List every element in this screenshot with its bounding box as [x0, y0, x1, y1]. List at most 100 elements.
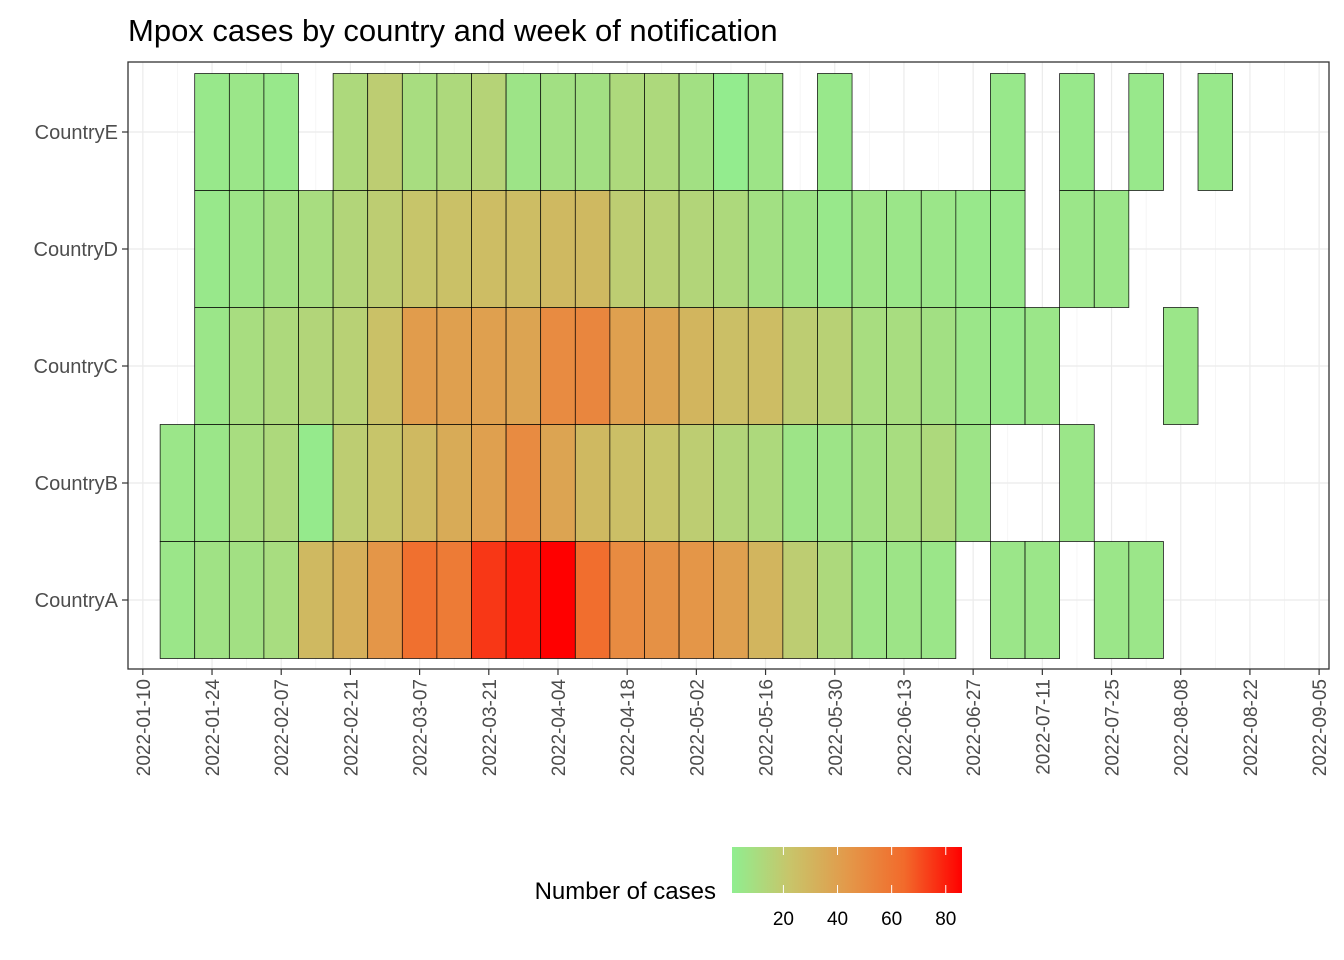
tile-countryd-2022-05-30 [817, 190, 853, 308]
tile-countrya-2022-06-20 [920, 541, 957, 659]
tile-countryb-2022-01-31 [228, 424, 265, 542]
tile-countryb-2022-02-28 [367, 424, 403, 542]
x-tick-label: 2022-05-02 [687, 679, 708, 776]
tile-countryd-2022-03-14 [436, 190, 472, 308]
tile-countrye-2022-08-01 [1128, 73, 1164, 191]
x-tick-label: 2022-03-07 [411, 679, 432, 776]
tile-countryc-2022-05-16 [747, 307, 784, 425]
tile-countryb-2022-06-06 [851, 424, 888, 542]
x-tick-label: 2022-06-13 [895, 679, 916, 776]
legend-title: Number of cases [535, 878, 716, 905]
x-tick-label: 2022-04-04 [549, 679, 570, 777]
tile-countryd-2022-04-25 [644, 190, 680, 308]
tile-countryc-2022-03-14 [436, 307, 472, 425]
tiles [159, 73, 1233, 659]
tile-countryc-2022-01-24 [194, 307, 230, 425]
tile-countryc-2022-01-31 [228, 307, 265, 425]
tile-countryd-2022-07-18 [1059, 190, 1095, 308]
tile-countryc-2022-07-04 [990, 307, 1026, 425]
tile-countrya-2022-01-17 [159, 541, 196, 659]
tile-countryc-2022-08-08 [1163, 307, 1199, 425]
tile-countryd-2022-04-11 [574, 190, 611, 308]
tile-countrya-2022-02-14 [298, 541, 334, 659]
x-tick-label: 2022-01-10 [134, 679, 155, 776]
tile-countrye-2022-07-18 [1059, 73, 1095, 191]
tile-countrya-2022-03-07 [401, 541, 438, 659]
tile-countrya-2022-06-13 [886, 541, 922, 659]
tile-countrya-2022-04-11 [574, 541, 611, 659]
tile-countryc-2022-04-11 [574, 307, 611, 425]
tile-countrya-2022-07-04 [990, 541, 1026, 659]
x-tick-label: 2022-04-18 [618, 679, 639, 776]
tile-countrya-2022-05-02 [678, 541, 715, 659]
color-legend: Number of cases 20 40 60 80 [535, 847, 962, 930]
tile-countrye-2022-02-21 [332, 73, 369, 191]
tile-countryc-2022-03-21 [471, 307, 507, 425]
colorbar-label: 20 [773, 909, 794, 930]
tile-countryc-2022-02-28 [367, 307, 403, 425]
tile-countryb-2022-06-13 [886, 424, 922, 542]
tile-countryc-2022-03-28 [505, 307, 542, 425]
x-tick-label: 2022-05-16 [757, 679, 778, 776]
x-tick-label: 2022-03-21 [480, 679, 501, 776]
y-tick-label: CountryD [34, 239, 118, 261]
tile-countryd-2022-01-31 [228, 190, 265, 308]
tile-countrye-2022-02-07 [263, 73, 299, 191]
tile-countrye-2022-01-31 [228, 73, 265, 191]
tile-countryc-2022-05-23 [782, 307, 818, 425]
tile-countryb-2022-03-07 [401, 424, 438, 542]
tile-countrya-2022-02-28 [367, 541, 403, 659]
y-tick-label: CountryE [35, 122, 118, 144]
tile-countryc-2022-07-11 [1024, 307, 1060, 425]
y-tick-label: CountryA [35, 590, 119, 612]
tile-countryc-2022-03-07 [401, 307, 438, 425]
x-tick-label: 2022-01-24 [203, 679, 224, 777]
tile-countrye-2022-02-28 [367, 73, 403, 191]
tile-countrya-2022-05-09 [713, 541, 749, 659]
tile-countryb-2022-04-25 [644, 424, 680, 542]
tile-countrya-2022-06-06 [851, 541, 888, 659]
tile-countrya-2022-04-04 [540, 541, 576, 659]
tile-countryd-2022-07-04 [990, 190, 1026, 308]
tile-countryb-2022-04-11 [574, 424, 611, 542]
tile-countryb-2022-02-07 [263, 424, 299, 542]
x-tick-label: 2022-07-11 [1033, 679, 1054, 775]
tile-countryb-2022-01-24 [194, 424, 230, 542]
y-tick-label: CountryB [35, 473, 118, 495]
tile-countrye-2022-05-16 [747, 73, 784, 191]
x-tick-label: 2022-02-07 [272, 679, 293, 776]
tile-countryc-2022-06-20 [920, 307, 957, 425]
tile-countryb-2022-06-27 [955, 424, 991, 542]
tile-countryd-2022-03-21 [471, 190, 507, 308]
tile-countryd-2022-02-14 [298, 190, 334, 308]
y-axis: CountryA CountryB CountryC CountryD CountryE [34, 122, 128, 612]
tile-countryc-2022-06-13 [886, 307, 922, 425]
tile-countryd-2022-04-18 [609, 190, 645, 308]
tile-countryd-2022-02-07 [263, 190, 299, 308]
tile-countrya-2022-04-18 [609, 541, 645, 659]
tile-countrye-2022-04-18 [609, 73, 645, 191]
tile-countrya-2022-05-16 [747, 541, 784, 659]
tile-countryd-2022-01-24 [194, 190, 230, 308]
tile-countryb-2022-04-18 [609, 424, 645, 542]
tile-countryb-2022-03-21 [471, 424, 507, 542]
tile-countrya-2022-04-25 [644, 541, 680, 659]
tile-countrye-2022-08-15 [1197, 73, 1233, 191]
tile-countryd-2022-04-04 [540, 190, 576, 308]
tile-countrye-2022-05-02 [678, 73, 715, 191]
x-tick-label: 2022-08-22 [1241, 679, 1262, 776]
tile-countrye-2022-03-07 [401, 73, 438, 191]
tile-countryc-2022-05-30 [817, 307, 853, 425]
tile-countrya-2022-03-28 [505, 541, 542, 659]
tile-countrya-2022-01-24 [194, 541, 230, 659]
tile-countryb-2022-06-20 [920, 424, 957, 542]
tile-countryb-2022-05-23 [782, 424, 818, 542]
x-tick-label: 2022-05-30 [826, 679, 847, 776]
tile-countrya-2022-07-11 [1024, 541, 1060, 659]
colorbar [732, 847, 962, 893]
tile-countryd-2022-06-27 [955, 190, 991, 308]
tile-countryd-2022-06-06 [851, 190, 888, 308]
tile-countrye-2022-04-11 [574, 73, 611, 191]
tile-countrye-2022-03-21 [471, 73, 507, 191]
tile-countryd-2022-02-28 [367, 190, 403, 308]
